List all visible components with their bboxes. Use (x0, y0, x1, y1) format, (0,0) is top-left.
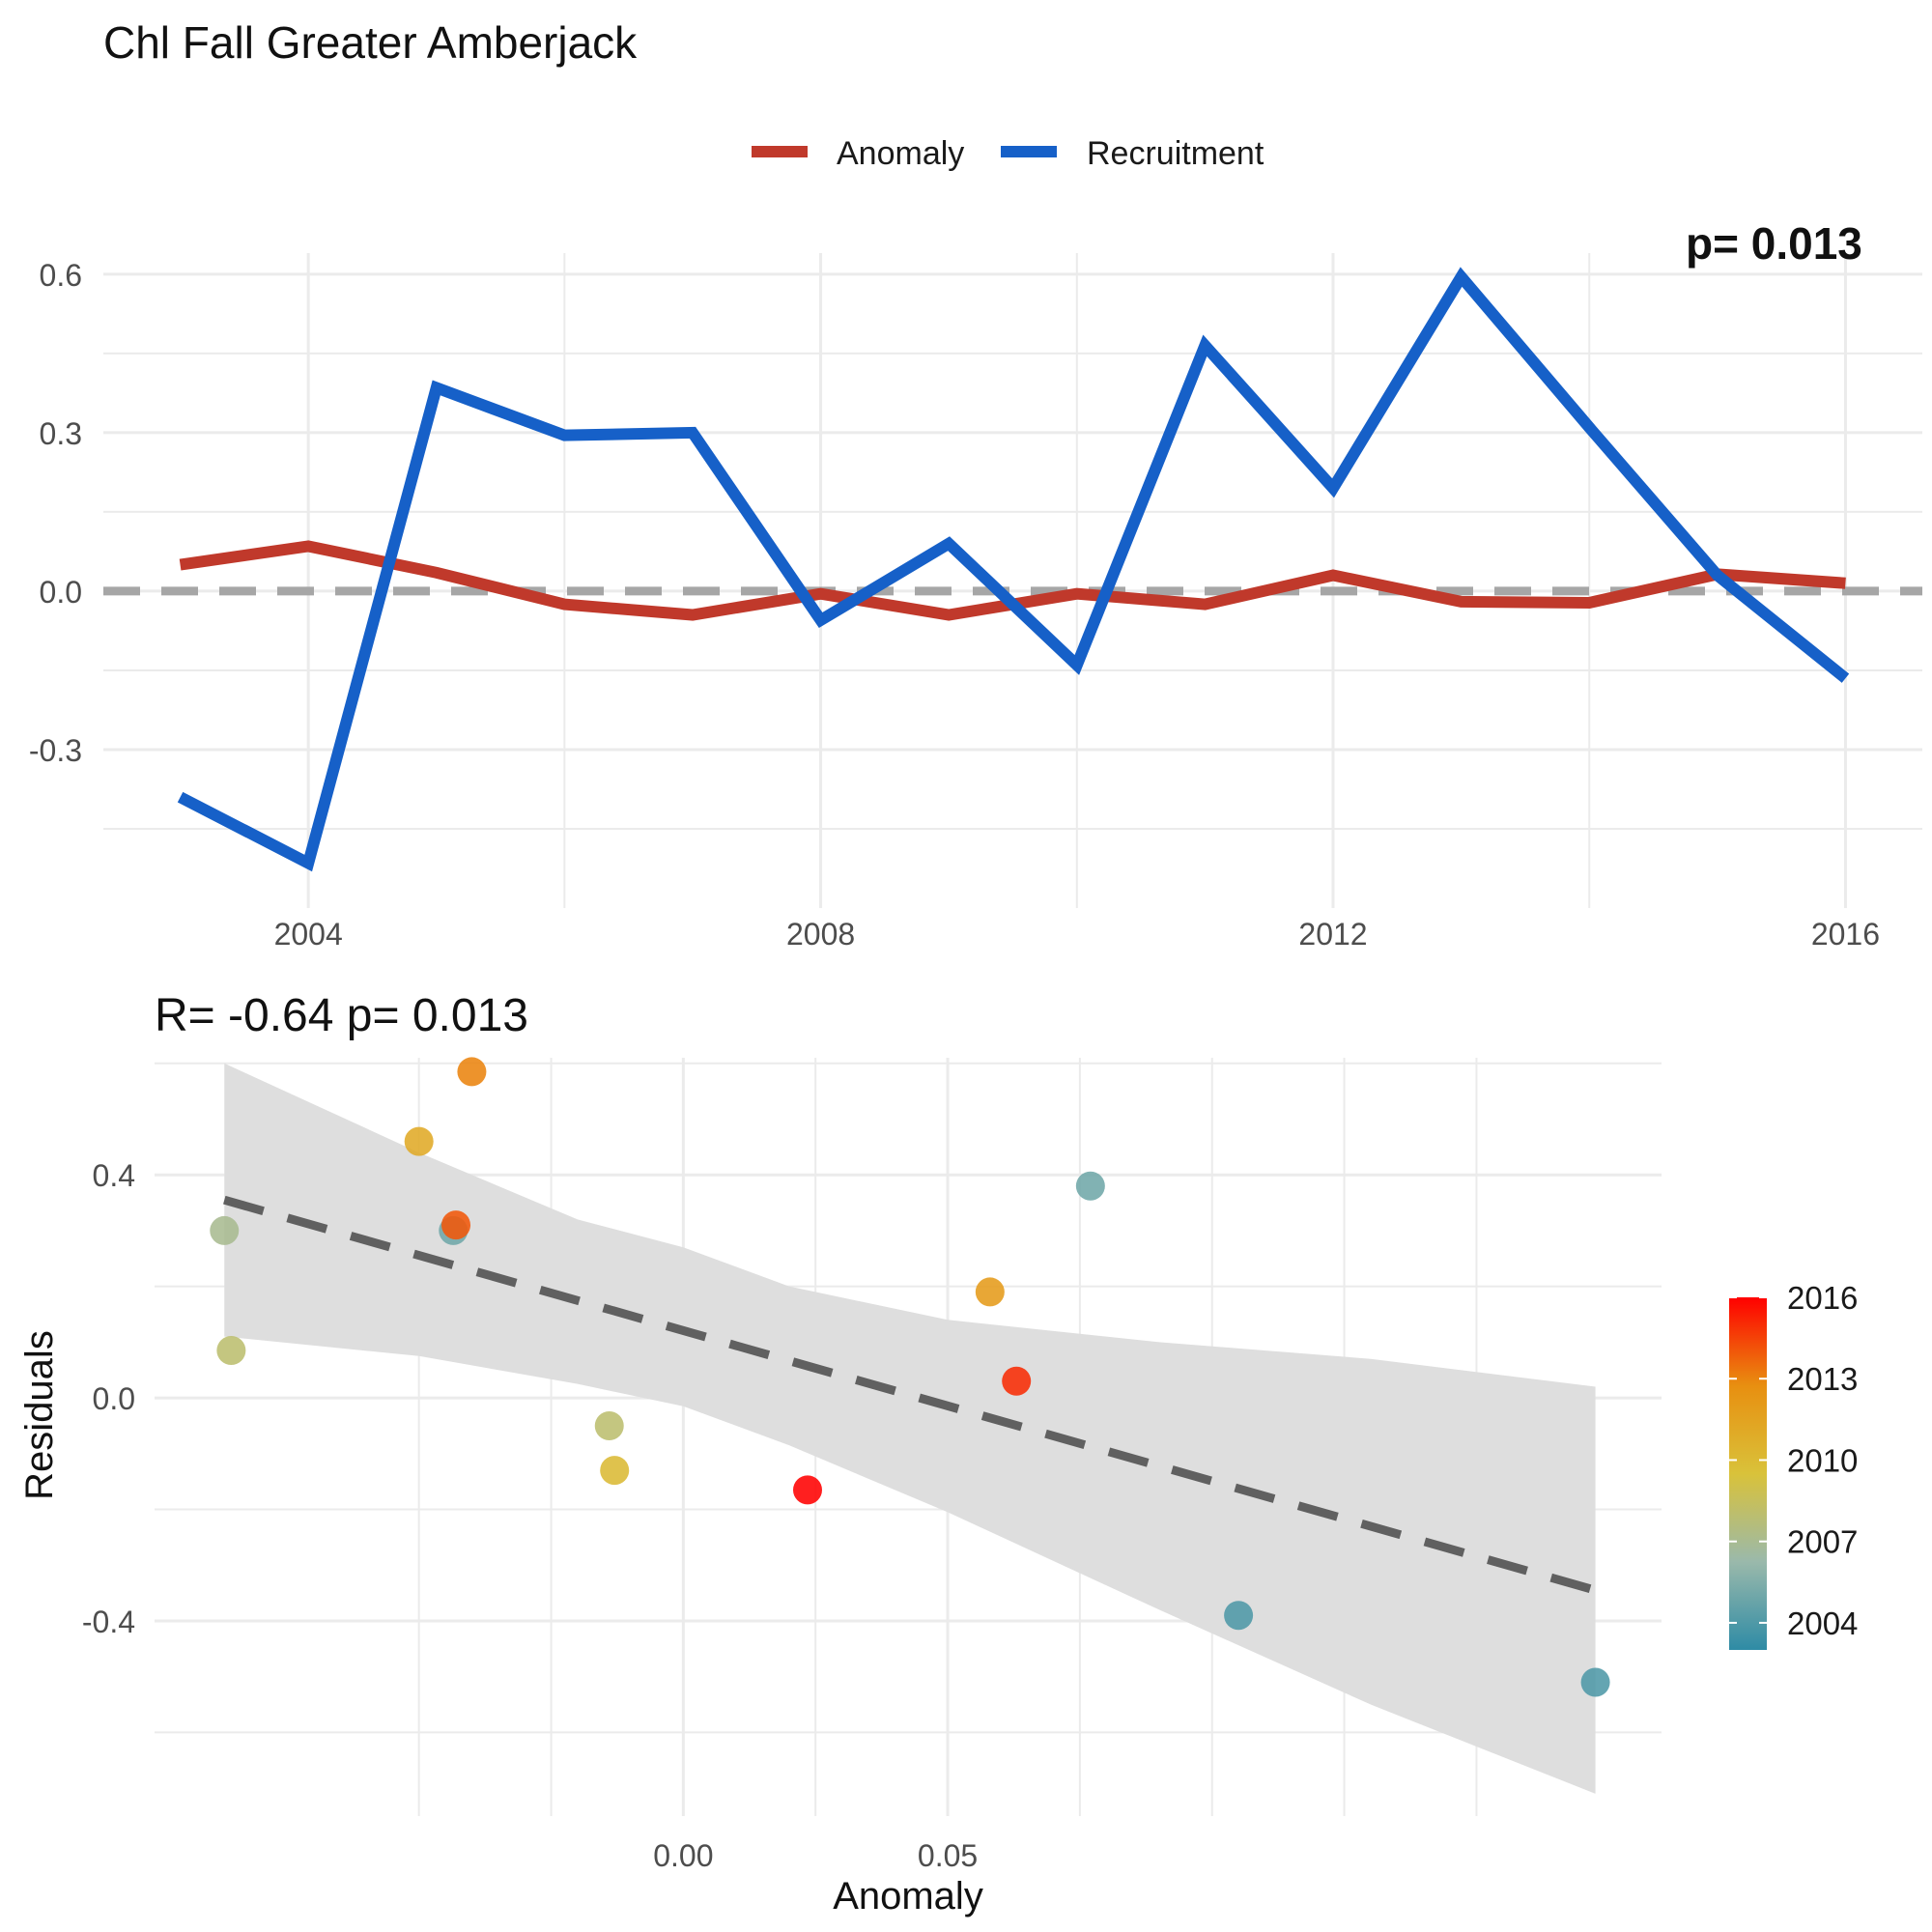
colorbar-tick-label: 2010 (1787, 1442, 1858, 1478)
colorbar-tick-label: 2016 (1787, 1280, 1858, 1316)
line-chart-legend: Anomaly Recruitment (752, 135, 1264, 172)
x-tick-label: 2012 (1298, 917, 1367, 952)
scatter-x-axis-label: Anomaly (833, 1875, 983, 1918)
scatter-point (1580, 1667, 1610, 1697)
legend-label-anomaly: Anomaly (837, 135, 964, 172)
regression-fit-line (223, 1195, 1597, 1595)
scatter-y-ticks: -0.4 0.0 0.4 (82, 1158, 135, 1639)
scatter-point (404, 1126, 434, 1156)
scatter-point (1224, 1601, 1254, 1631)
line-chart-y-ticks: -0.3 0.0 0.3 0.6 (29, 258, 82, 768)
scatter-x-ticks: 0.00 0.05 (653, 1838, 978, 1873)
figure-title: Chl Fall Greater Amberjack (103, 17, 638, 68)
y-tick-label: 0.0 (40, 575, 82, 610)
legend-label-recruitment: Recruitment (1087, 135, 1264, 172)
colorbar-tick-label: 2013 (1787, 1361, 1858, 1397)
scatter-point (210, 1215, 240, 1245)
scatter-point (457, 1057, 487, 1087)
scatter-point (1075, 1171, 1105, 1201)
corner-annotation: p= 0.013 (1686, 218, 1862, 269)
x-tick-label: 2016 (1811, 917, 1880, 952)
scatter-point (793, 1475, 822, 1505)
line-chart-grid (103, 253, 1922, 908)
y-tick-label: 0.6 (40, 258, 82, 293)
x-tick-label: 2004 (274, 917, 343, 952)
scatter-point (975, 1277, 1005, 1307)
x-tick-label: 0.05 (918, 1838, 978, 1873)
colorbar-ticks: 2004 2007 2010 2013 2016 (1729, 1280, 1858, 1641)
line-chart-panel: -0.3 0.0 0.3 0.6 2004 2008 2012 2016 p= 0.013 (29, 218, 1922, 952)
scatter-y-axis-label: Residuals (18, 1330, 61, 1500)
scatter-points (210, 1057, 1610, 1697)
scatter-point (1002, 1366, 1032, 1396)
x-tick-label: 2008 (786, 917, 855, 952)
y-tick-label: -0.3 (29, 733, 82, 768)
year-colorbar: 2004 2007 2010 2013 2016 (1729, 1280, 1858, 1650)
scatter-point (600, 1456, 630, 1486)
colorbar-tick-label: 2004 (1787, 1605, 1858, 1641)
scatter-title: R= -0.64 p= 0.013 (155, 990, 528, 1041)
line-chart-x-ticks: 2004 2008 2012 2016 (274, 917, 1880, 952)
colorbar-tick-label: 2007 (1787, 1524, 1858, 1560)
y-tick-label: -0.4 (82, 1605, 135, 1639)
x-tick-label: 0.00 (653, 1838, 713, 1873)
colorbar-gradient (1729, 1297, 1767, 1650)
scatter-point (441, 1210, 470, 1240)
scatter-panel: -0.4 0.0 0.4 0.00 0.05 Anomaly Residuals (18, 1057, 1662, 1918)
scatter-point (594, 1410, 624, 1440)
y-tick-label: 0.0 (93, 1381, 135, 1416)
confidence-band (224, 1063, 1596, 1794)
y-tick-label: 0.3 (40, 416, 82, 451)
y-tick-label: 0.4 (93, 1158, 135, 1193)
scatter-point (216, 1336, 246, 1366)
series-line-recruitment (177, 267, 1850, 872)
